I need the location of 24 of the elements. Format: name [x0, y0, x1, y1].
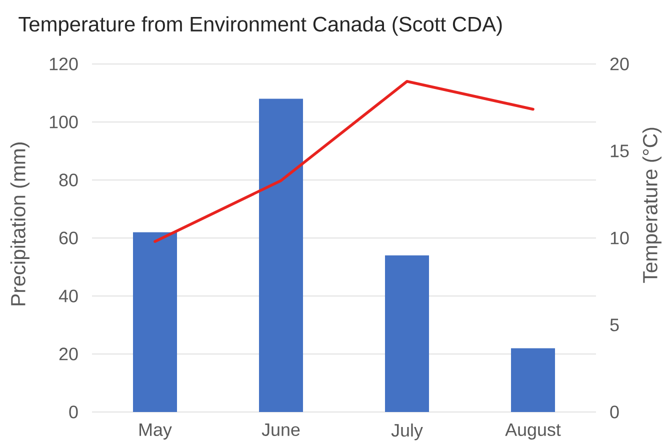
y-tick-label: 120	[50, 58, 78, 70]
x-tick-label: June	[262, 424, 300, 436]
bar	[259, 98, 304, 412]
y2-tick-label: 15	[610, 144, 629, 158]
y2-tick-label: 0	[610, 406, 619, 418]
chart-title: Temperature from Environment Canada (Scott CDA)	[18, 16, 502, 36]
y2-tick-label: 20	[610, 58, 629, 70]
y2-tick-label: 5	[610, 318, 619, 332]
y-tick-label: 100	[50, 116, 78, 128]
y2-tick-label: 10	[610, 232, 629, 244]
y-axis-title: Precipitation (mm)	[10, 142, 30, 306]
bar	[511, 348, 556, 412]
y-tick-label: 80	[59, 174, 78, 186]
x-tick-label: July	[391, 424, 423, 440]
bar	[385, 255, 430, 412]
x-tick-label: August	[505, 424, 561, 440]
y-tick-label: 20	[59, 348, 78, 360]
bar	[133, 232, 177, 412]
y-tick-label: 60	[59, 232, 78, 244]
line-series	[154, 80, 534, 243]
y-tick-label: 0	[69, 406, 78, 418]
y-tick-label: 40	[58, 290, 78, 302]
y2-axis-title: Temperature (°C)	[642, 128, 662, 283]
x-tick-label: May	[140, 424, 172, 440]
